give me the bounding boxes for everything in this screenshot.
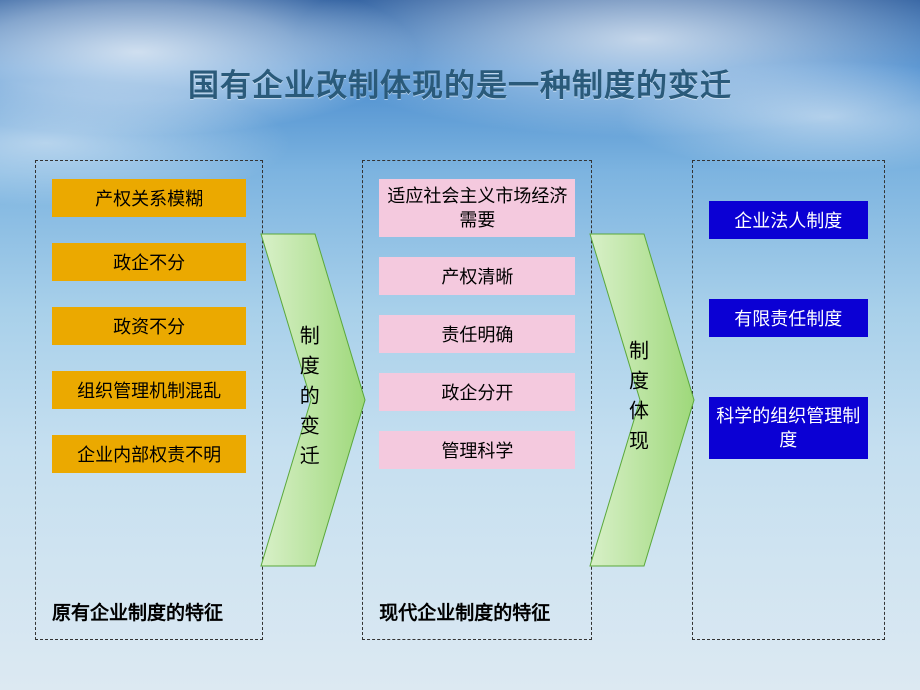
box-item: 产权关系模糊 — [52, 179, 246, 217]
box-item: 适应社会主义市场经济需要 — [379, 179, 575, 237]
box-item: 产权清晰 — [379, 257, 575, 295]
box-item: 组织管理机制混乱 — [52, 371, 246, 409]
column-system-embodiment: 企业法人制度 有限责任制度 科学的组织管理制度 — [692, 160, 886, 640]
box-item: 政企不分 — [52, 243, 246, 281]
box-item: 责任明确 — [379, 315, 575, 353]
box-item: 管理科学 — [379, 431, 575, 469]
arrow-label: 制度的变迁 — [293, 325, 322, 475]
box-item: 政企分开 — [379, 373, 575, 411]
arrow-transition: 制度的变迁 — [263, 160, 362, 640]
diagram: 产权关系模糊 政企不分 政资不分 组织管理机制混乱 企业内部权责不明 原有企业制… — [35, 160, 885, 640]
box-item: 企业法人制度 — [709, 201, 869, 239]
column-label: 现代企业制度的特征 — [379, 590, 575, 625]
box-item: 有限责任制度 — [709, 299, 869, 337]
box-item: 企业内部权责不明 — [52, 435, 246, 473]
slide-title: 国有企业改制体现的是一种制度的变迁 — [0, 60, 920, 105]
arrow-label: 制度体现 — [622, 340, 651, 460]
column-modern-system: 适应社会主义市场经济需要 产权清晰 责任明确 政企分开 管理科学 现代企业制度的… — [362, 160, 592, 640]
arrow-embodiment: 制度体现 — [592, 160, 691, 640]
column-original-system: 产权关系模糊 政企不分 政资不分 组织管理机制混乱 企业内部权责不明 原有企业制… — [35, 160, 263, 640]
box-item: 科学的组织管理制度 — [709, 397, 869, 459]
slide-content: 国有企业改制体现的是一种制度的变迁 产权关系模糊 政企不分 政资不分 组织管理机… — [0, 0, 920, 690]
box-item: 政资不分 — [52, 307, 246, 345]
column-label: 原有企业制度的特征 — [52, 590, 246, 625]
